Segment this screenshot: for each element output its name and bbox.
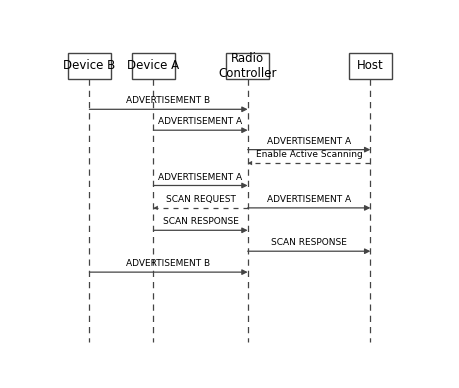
Text: Device B: Device B [63,59,116,73]
Bar [226,53,269,79]
Text: SCAN RESPONSE: SCAN RESPONSE [162,217,239,227]
Bar [132,53,175,79]
Bar [349,53,392,79]
Bar [68,53,111,79]
Text: SCAN RESPONSE: SCAN RESPONSE [271,238,347,247]
Text: ADVERTISEMENT A: ADVERTISEMENT A [267,195,351,204]
Text: Host: Host [357,59,384,73]
Text: Radio
Controller: Radio Controller [218,52,277,80]
Text: ADVERTISEMENT A: ADVERTISEMENT A [158,173,243,182]
Text: ADVERTISEMENT B: ADVERTISEMENT B [127,259,211,268]
Text: ADVERTISEMENT A: ADVERTISEMENT A [267,137,351,146]
Text: Device A: Device A [127,59,179,73]
Text: ADVERTISEMENT B: ADVERTISEMENT B [127,96,211,106]
Text: Enable Active Scanning: Enable Active Scanning [256,150,363,159]
Text: SCAN REQUEST: SCAN REQUEST [166,195,235,204]
Text: ADVERTISEMENT A: ADVERTISEMENT A [158,117,243,126]
